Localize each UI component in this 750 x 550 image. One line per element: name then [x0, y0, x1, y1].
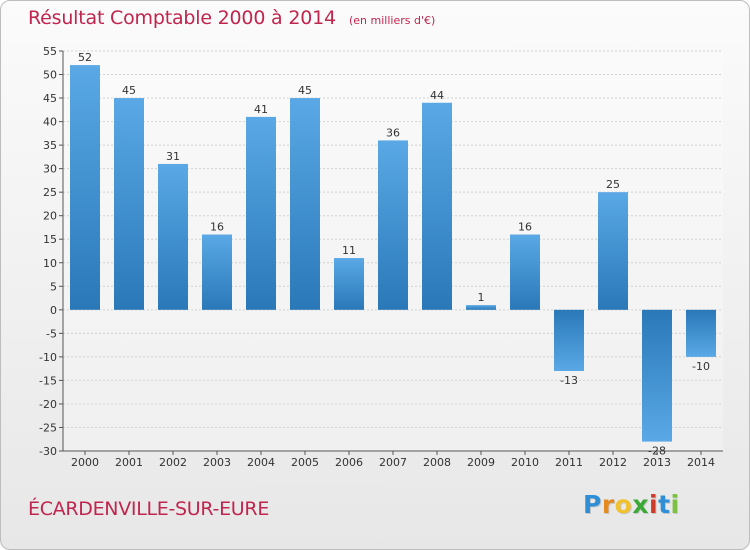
bar-2009	[466, 305, 496, 310]
y-tick-label: 45	[43, 92, 57, 105]
bar-2005	[290, 98, 320, 310]
chart-subtitle: (en milliers d'€)	[348, 14, 436, 27]
x-tick-label: 2007	[379, 456, 407, 469]
proxiti-logo[interactable]: Proxiti	[583, 490, 680, 519]
y-tick-label: 10	[43, 257, 57, 270]
y-tick-label: 5	[50, 280, 57, 293]
y-tick-label: -15	[39, 374, 57, 387]
x-tick-label: 2009	[467, 456, 495, 469]
bar-2003	[202, 234, 232, 310]
data-label-2002: 31	[166, 150, 180, 163]
chart-title: Résultat Comptable 2000 à 2014	[28, 7, 336, 29]
y-tick-label: 15	[43, 233, 57, 246]
data-label-2011: -13	[560, 374, 578, 387]
data-label-2012: 25	[606, 178, 620, 191]
x-tick-label: 2008	[423, 456, 451, 469]
bar-2006	[334, 258, 364, 310]
y-tick-label: -10	[39, 351, 57, 364]
x-tick-label: 2012	[599, 456, 627, 469]
y-tick-label: -25	[39, 421, 57, 434]
x-tick-label: 2010	[511, 456, 539, 469]
x-tick-label: 2013	[643, 456, 671, 469]
y-tick-label: 40	[43, 116, 57, 129]
logo-letter: o	[614, 490, 633, 519]
chart-title-block: Résultat Comptable 2000 à 2014 (en milli…	[28, 7, 435, 29]
bar-2014	[686, 309, 716, 357]
bar-2008	[422, 102, 452, 310]
logo-letter: x	[632, 490, 649, 519]
y-tick-label: 55	[43, 45, 57, 58]
x-tick-label: 2003	[203, 456, 231, 469]
y-tick-label: 50	[43, 69, 57, 82]
bar-2000	[70, 65, 100, 310]
bar-2012	[598, 192, 628, 310]
data-label-2006: 11	[342, 244, 356, 257]
data-label-2010: 16	[518, 221, 532, 234]
bar-2011	[554, 309, 584, 371]
logo-letter: r	[601, 490, 615, 519]
data-label-2008: 44	[430, 89, 444, 102]
commune-name: ÉCARDENVILLE-SUR-EURE	[28, 498, 270, 520]
y-tick-label: -5	[46, 327, 57, 340]
data-label-2013: -28	[648, 445, 666, 458]
data-label-2001: 45	[122, 84, 136, 97]
y-tick-label: 30	[43, 163, 57, 176]
logo-letter: i	[649, 490, 659, 519]
x-tick-label: 2011	[555, 456, 583, 469]
data-label-2009: 1	[478, 291, 485, 304]
x-tick-label: 2001	[115, 456, 143, 469]
x-tick-label: 2000	[71, 456, 99, 469]
x-tick-label: 2014	[687, 456, 715, 469]
y-tick-label: 0	[50, 304, 57, 317]
y-tick-label: -20	[39, 398, 57, 411]
bar-2010	[510, 234, 540, 310]
bar-2004	[246, 116, 276, 310]
bar-2002	[158, 163, 188, 310]
y-tick-label: 20	[43, 210, 57, 223]
x-tick-label: 2004	[247, 456, 275, 469]
bar-2001	[114, 98, 144, 310]
bar-2013	[642, 309, 672, 442]
x-tick-label: 2002	[159, 456, 187, 469]
data-label-2004: 41	[254, 103, 268, 116]
x-tick-label: 2006	[335, 456, 363, 469]
x-tick-label: 2005	[291, 456, 319, 469]
data-label-2000: 52	[78, 51, 92, 64]
data-label-2003: 16	[210, 221, 224, 234]
data-label-2007: 36	[386, 126, 400, 139]
y-tick-label: 35	[43, 139, 57, 152]
data-label-2014: -10	[692, 360, 710, 373]
logo-letter: i	[670, 490, 680, 519]
y-tick-label: 25	[43, 186, 57, 199]
logo-letter: t	[658, 490, 671, 519]
y-tick-label: -30	[39, 445, 57, 458]
bar-2007	[378, 140, 408, 310]
logo-letter: P	[583, 490, 602, 519]
data-label-2005: 45	[298, 84, 312, 97]
